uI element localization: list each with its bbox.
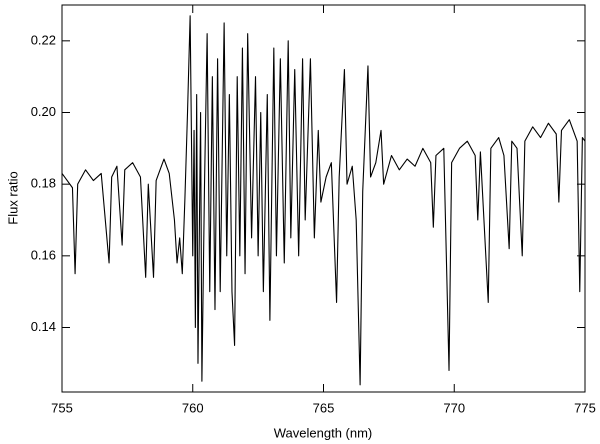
spectrum-line bbox=[61, 15, 586, 386]
x-tick-label: 770 bbox=[443, 400, 465, 415]
y-tick-label: 0.22 bbox=[31, 32, 56, 47]
x-tick-label: 765 bbox=[313, 400, 335, 415]
x-tick-label: 775 bbox=[574, 400, 596, 415]
y-tick-label: 0.18 bbox=[31, 176, 56, 191]
x-tick-label: 760 bbox=[182, 400, 204, 415]
y-tick-label: 0.14 bbox=[31, 319, 56, 334]
y-axis-label: Flux ratio bbox=[5, 171, 20, 224]
x-axis-label: Wavelength (nm) bbox=[274, 425, 373, 440]
x-tick-label: 755 bbox=[51, 400, 73, 415]
y-tick-label: 0.16 bbox=[31, 247, 56, 262]
y-tick-label: 0.20 bbox=[31, 104, 56, 119]
